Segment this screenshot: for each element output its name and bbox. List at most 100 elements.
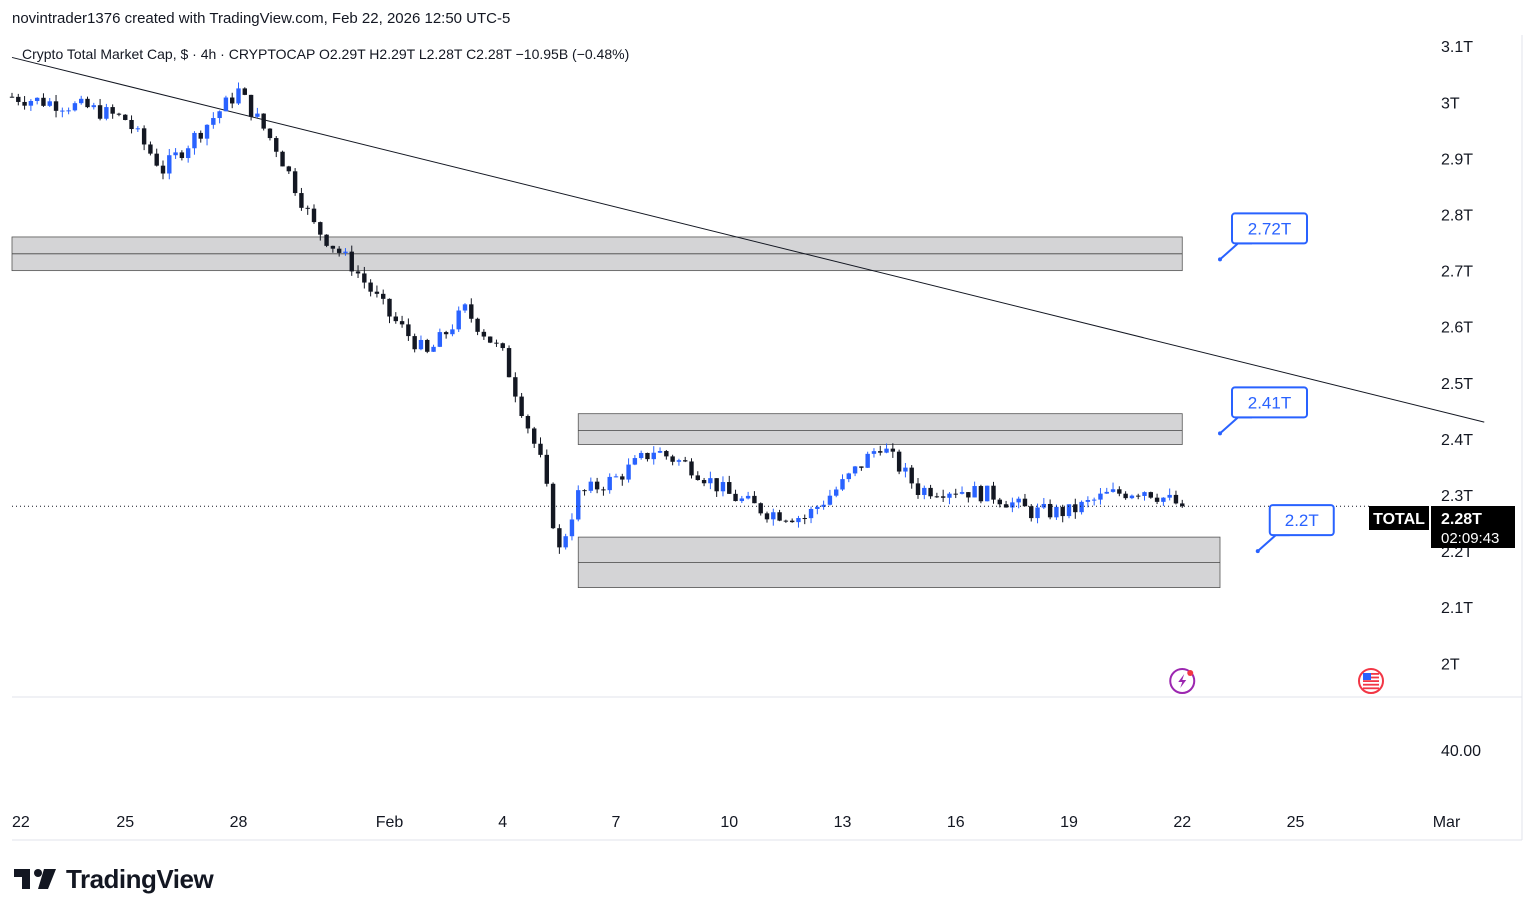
candle-body: [890, 448, 896, 452]
candle-body: [1016, 498, 1021, 503]
candle-body: [418, 339, 424, 350]
candle-body: [1066, 504, 1072, 517]
candle-body: [1003, 504, 1009, 508]
candle-body: [198, 132, 203, 139]
lightning-icon: [1178, 674, 1187, 688]
candle-body: [1161, 497, 1166, 502]
candle-body: [727, 482, 732, 494]
candle-body: [1079, 501, 1084, 513]
candle-body: [1022, 498, 1028, 507]
candle-body: [947, 493, 952, 498]
y-tick-label: 3.1T: [1441, 39, 1473, 56]
callout-pointer: [1219, 416, 1252, 435]
candle-body: [972, 486, 977, 498]
candle-body: [185, 148, 191, 159]
candle-body: [1098, 493, 1103, 500]
candle-body: [299, 193, 304, 208]
y-tick-label: 2.4T: [1441, 432, 1473, 449]
callout-box: [1231, 386, 1308, 419]
candle-body: [368, 282, 373, 292]
candle-body: [519, 396, 524, 417]
trendline: [11, 56, 1485, 423]
price-axis[interactable]: 3.1T 3T 2.9T 2.8T 2.7T 2.6T 2.5T 2.4T 2.3T 2.2T 2.…: [1441, 39, 1473, 673]
candle-body: [286, 166, 292, 172]
candle-body: [582, 490, 587, 492]
candle-body: [217, 111, 222, 119]
candle-body: [443, 332, 449, 335]
candle-body: [280, 151, 285, 167]
x-tick-label: 10: [720, 814, 738, 831]
candle-body: [525, 416, 531, 429]
tradingview-logo-text: TradingView: [66, 863, 214, 894]
candle-body: [620, 476, 625, 480]
candle-body: [550, 483, 556, 529]
callout-label: 2.2T: [1285, 511, 1319, 530]
x-tick-label: 28: [230, 814, 248, 831]
x-tick-label: 19: [1060, 814, 1078, 831]
event-layer: [1169, 668, 1384, 694]
price-tag-countdown: 02:09:43: [1441, 530, 1499, 547]
candle-body: [859, 466, 864, 468]
candle-body: [783, 520, 789, 522]
callout-box: [1268, 504, 1335, 537]
candle-body: [764, 513, 770, 520]
y-tick-label: 2.7T: [1441, 264, 1473, 281]
candle-body: [154, 153, 159, 166]
candle-body: [588, 481, 594, 491]
candle-body: [387, 298, 392, 317]
callout-layer: 2.72T 2.41T 2.2T: [1218, 212, 1335, 554]
y-tick-label: 3T: [1441, 95, 1460, 112]
flag-canton-icon: [1363, 673, 1371, 680]
candle-body: [1041, 503, 1047, 508]
candle-body: [896, 451, 902, 472]
y-tick-label: 2.2T: [1441, 544, 1473, 561]
candle-body: [1029, 506, 1034, 519]
candle-body: [79, 98, 84, 104]
candle-body: [311, 208, 317, 223]
candle-body: [230, 97, 235, 104]
candle-body: [544, 454, 549, 484]
candle-body: [915, 483, 921, 495]
callout-pointer: [1257, 534, 1290, 552]
candle-body: [846, 473, 851, 480]
x-tick-label: Mar: [1433, 814, 1461, 831]
candle-body: [1110, 489, 1116, 492]
candle-body: [607, 476, 612, 491]
flag-stripe-icon: [1363, 680, 1379, 682]
candle-body: [852, 466, 858, 474]
callout-label: 2.41T: [1248, 393, 1291, 412]
candle-body: [1154, 497, 1160, 502]
candle-body: [204, 124, 210, 139]
candle-body: [601, 489, 606, 491]
flag-stripe-icon: [1363, 683, 1379, 686]
candle-body: [676, 460, 682, 462]
chart-legend: Crypto Total Market Cap, $ · 4h · CRYPTO…: [22, 46, 629, 62]
y-tick-label: 2.9T: [1441, 151, 1473, 168]
candle-body: [274, 138, 279, 152]
price-tag: TOTAL 2.28T 02:09:43: [1369, 506, 1515, 548]
candle-body: [425, 339, 430, 352]
candle-body: [1142, 492, 1147, 496]
candle-body: [41, 97, 46, 106]
candle-body: [884, 448, 889, 453]
time-axis[interactable]: 22 25 28 Feb 4 7 10 13 16 19 22 25 Mar: [12, 814, 1461, 831]
x-tick-label: 25: [1287, 814, 1305, 831]
candle-body: [645, 452, 650, 460]
tradingview-logo[interactable]: TradingView: [14, 863, 214, 894]
candle-body: [91, 105, 96, 108]
candle-body: [66, 110, 71, 112]
candle-body: [1073, 504, 1078, 513]
chart-attribution: novintrader1376 created with TradingView…: [12, 10, 511, 27]
candle-body: [871, 451, 877, 454]
candle-body: [123, 114, 128, 120]
candle-body: [431, 346, 436, 352]
candle-body: [104, 107, 109, 119]
candle-body: [85, 98, 90, 108]
candle-body: [1085, 500, 1091, 502]
candle-body: [796, 518, 801, 523]
price-tag-value: 2.28T: [1441, 511, 1482, 528]
candle-body: [701, 480, 707, 484]
candle-body: [802, 518, 807, 520]
y-tick-label: 2.3T: [1441, 488, 1473, 505]
